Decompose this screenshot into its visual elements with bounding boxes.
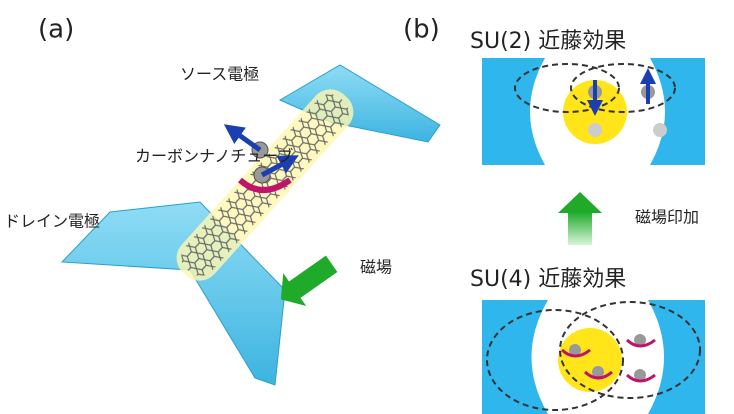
label-field: 磁場 xyxy=(360,258,392,277)
transition-arrow xyxy=(568,212,592,245)
su2-title: SU(2) 近藤効果 xyxy=(470,29,626,54)
spin-arrow xyxy=(260,155,299,178)
su2-diagram xyxy=(482,58,705,165)
spin-arrow xyxy=(223,124,262,153)
transition-label: 磁場印加 xyxy=(635,208,699,227)
label-source: ソース電極 xyxy=(180,65,259,84)
panel-a: (a) ソース電極 カーボンナノチューブ ドレイン電極 磁場 xyxy=(4,15,441,386)
panel-b: (b) SU(2) 近藤効果 磁場印加 SU(4) 近藤効果 xyxy=(403,15,705,414)
panel-label: (a) xyxy=(38,15,74,45)
su4-title: SU(4) 近藤効果 xyxy=(470,267,626,292)
panel-label: (b) xyxy=(403,15,440,45)
su4-diagram xyxy=(482,300,705,414)
label-nanotube: カーボンナノチューブ xyxy=(135,147,293,166)
transition-arrow-head xyxy=(558,192,602,213)
orbit xyxy=(237,177,292,193)
nanotube xyxy=(176,89,354,281)
label-drain: ドレイン電極 xyxy=(4,212,100,231)
field-arrow xyxy=(280,255,338,307)
